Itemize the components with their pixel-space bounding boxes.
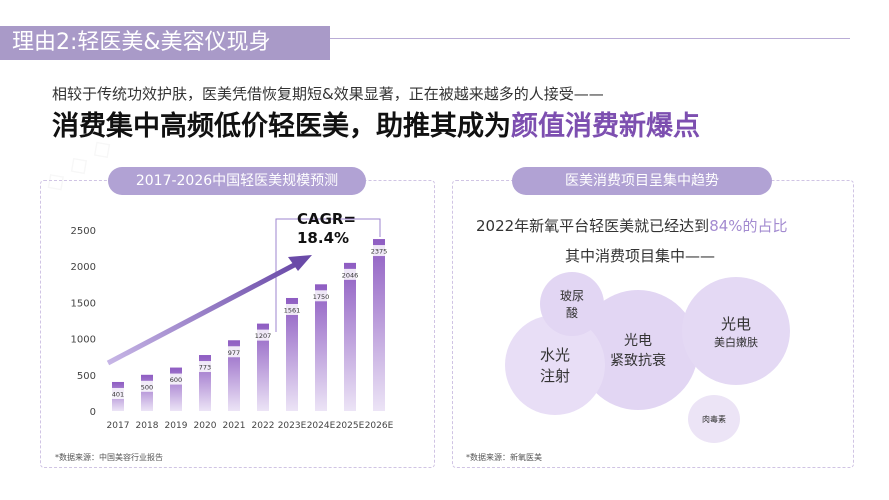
bubble-hyaluronic-line2: 酸 bbox=[565, 306, 578, 320]
data-label: 1207 bbox=[255, 332, 272, 340]
trend-source: *数据来源：新氧医美 bbox=[466, 453, 542, 462]
bubble-firming-line2: 紧致抗衰 bbox=[610, 353, 666, 369]
x-tick-label: 2017 bbox=[107, 421, 130, 431]
data-label-bg bbox=[225, 346, 243, 358]
data-label-bg bbox=[196, 361, 214, 373]
x-tick-label: 2026E bbox=[365, 421, 394, 431]
x-tick-label: 2023E bbox=[278, 421, 307, 431]
page-title: 理由2:轻医美&美容仪现身 bbox=[0, 26, 330, 60]
cagr-label: CAGR= bbox=[297, 210, 357, 228]
data-label: 773 bbox=[199, 364, 211, 372]
chart-title-pill: 2017-2026中国轻医美规模预测 bbox=[108, 167, 366, 195]
x-tick-label: 2022 bbox=[252, 421, 275, 431]
bar-2023E bbox=[286, 297, 298, 411]
data-label-bg bbox=[370, 245, 388, 257]
bubble-hydro-line2: 注射 bbox=[539, 367, 570, 385]
y-tick-label: 500 bbox=[77, 371, 96, 382]
cagr-text: CAGR= 18.4% bbox=[297, 210, 356, 248]
bar-2018 bbox=[141, 374, 153, 411]
data-label-bg bbox=[312, 290, 330, 302]
bubble-whitening-line2: 美白嫩肤 bbox=[714, 335, 758, 349]
fact-line-1: 2022年新氧平台轻医美就已经达到84%的占比 bbox=[476, 215, 788, 236]
bar-chart: 401 500 600 773 977 1207 1561 1750 2046 2375 0 500… bbox=[71, 218, 394, 431]
data-label: 977 bbox=[228, 349, 240, 357]
bubble-hyaluronic-line1: 玻尿 bbox=[559, 289, 584, 303]
title-divider bbox=[330, 38, 850, 39]
cagr-annotation bbox=[106, 218, 381, 366]
data-label: 600 bbox=[170, 376, 182, 384]
data-label: 500 bbox=[141, 383, 153, 391]
x-tick-label: 2020 bbox=[194, 421, 217, 431]
bubble-whitening-line1: 光电 bbox=[720, 314, 751, 333]
data-label: 1750 bbox=[313, 293, 330, 301]
data-label-bg bbox=[167, 373, 185, 385]
fact-prefix: 2022年新氧平台轻医美就已经达到 bbox=[476, 217, 710, 235]
data-label: 1561 bbox=[284, 306, 301, 314]
x-tick-label: 2024E bbox=[307, 421, 336, 431]
x-tick-label: 2019 bbox=[165, 421, 188, 431]
bar-2021 bbox=[228, 340, 240, 411]
cagr-value: 18.4% bbox=[297, 229, 350, 247]
y-tick-label: 2500 bbox=[71, 226, 96, 237]
headline-main: 消费集中高频低价轻医美，助推其成为 bbox=[52, 111, 511, 142]
chart-source: *数据来源：中国美容行业报告 bbox=[55, 453, 163, 462]
fact-percentage: 84%的占比 bbox=[709, 217, 788, 235]
growth-arrow bbox=[106, 260, 300, 366]
y-tick-label: 2000 bbox=[71, 262, 96, 273]
y-tick-label: 1000 bbox=[71, 335, 96, 346]
x-tick-label: 2021 bbox=[223, 421, 246, 431]
bar-2026E bbox=[373, 239, 385, 411]
data-label-bg bbox=[341, 268, 359, 280]
bubble-hydro-line1: 水光 bbox=[539, 346, 570, 364]
bar-2025E bbox=[344, 262, 356, 411]
bubble-whitening: 光电 美白嫩肤 bbox=[682, 277, 790, 385]
x-tick-label: 2025E bbox=[336, 421, 365, 431]
headline-accent: 颜值消费新爆点 bbox=[511, 111, 700, 142]
headline: 消费集中高频低价轻医美，助推其成为颜值消费新爆点 bbox=[52, 104, 700, 143]
data-label: 401 bbox=[112, 390, 124, 398]
fact-line-2: 其中消费项目集中—— bbox=[565, 247, 716, 265]
data-label: 2046 bbox=[342, 271, 359, 279]
bar-2022 bbox=[257, 323, 269, 411]
data-label-bg bbox=[283, 303, 301, 315]
x-tick-label: 2018 bbox=[136, 421, 159, 431]
bar-2024E bbox=[315, 284, 327, 411]
y-tick-label: 0 bbox=[90, 407, 96, 418]
bubble-firming-line1: 光电 bbox=[624, 333, 652, 349]
data-label-bg bbox=[254, 329, 272, 341]
subtitle: 相较于传统功效护肤，医美凭借恢复期短&效果显著，正在被越来越多的人接受—— bbox=[52, 85, 604, 103]
arrow-head-icon bbox=[288, 255, 312, 271]
data-label-bg bbox=[109, 387, 127, 399]
bubble-botox: 肉毒素 bbox=[688, 395, 740, 443]
trend-title-pill: 医美消费项目呈集中趋势 bbox=[512, 167, 772, 195]
bubble-hyaluronic: 玻尿 酸 bbox=[540, 272, 604, 336]
bubble-botox-label: 肉毒素 bbox=[702, 414, 726, 424]
data-label: 2375 bbox=[371, 248, 388, 256]
y-tick-label: 1500 bbox=[71, 298, 96, 309]
data-label-bg bbox=[138, 380, 156, 392]
